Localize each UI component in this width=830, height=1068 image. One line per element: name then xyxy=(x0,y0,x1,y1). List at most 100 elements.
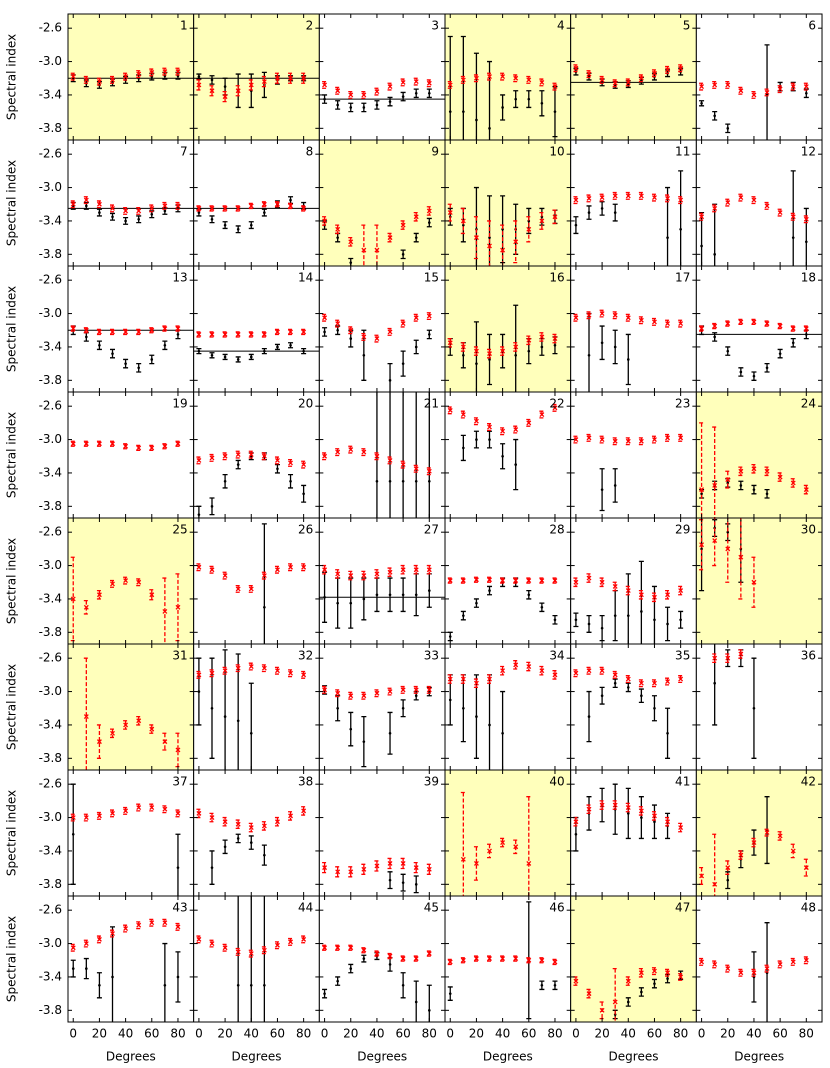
data-point xyxy=(751,92,757,98)
panel-label: 13 xyxy=(172,271,187,285)
data-point xyxy=(111,215,114,219)
data-point xyxy=(640,694,643,698)
data-point xyxy=(513,578,519,584)
data-point xyxy=(276,345,279,349)
data-point xyxy=(288,203,294,209)
plot-area xyxy=(447,304,558,392)
data-point xyxy=(336,601,339,605)
x-tick-label: 80 xyxy=(422,1027,437,1041)
data-point xyxy=(349,337,353,340)
data-point xyxy=(540,101,544,105)
data-point xyxy=(665,195,671,201)
data-point xyxy=(573,197,579,203)
panel: 39 xyxy=(318,769,446,897)
plot-area xyxy=(196,450,307,518)
data-point xyxy=(652,813,657,819)
x-tick-label: 60 xyxy=(772,1027,787,1041)
data-point xyxy=(653,982,656,985)
data-point xyxy=(573,315,579,321)
data-point xyxy=(387,457,393,463)
y-axis-label: Spectral index xyxy=(5,160,19,246)
error-bar xyxy=(738,649,744,659)
data-point xyxy=(400,462,406,468)
data-point xyxy=(162,739,168,745)
data-point xyxy=(96,936,102,942)
data-point xyxy=(149,592,155,598)
data-point xyxy=(552,84,558,90)
data-point xyxy=(625,438,631,444)
data-point xyxy=(777,833,783,839)
panel-label: 45 xyxy=(424,901,439,915)
data-point xyxy=(526,860,532,866)
data-point xyxy=(678,435,684,441)
data-point xyxy=(573,670,579,676)
panel-background xyxy=(319,896,446,1022)
panel-label: 24 xyxy=(801,397,816,411)
data-point xyxy=(460,578,466,584)
data-point xyxy=(462,223,465,227)
data-point xyxy=(665,435,671,441)
error-bar xyxy=(110,728,116,739)
data-point xyxy=(336,979,339,983)
data-point xyxy=(236,358,240,361)
data-point xyxy=(210,217,214,221)
panel: 34 xyxy=(444,643,572,771)
data-point xyxy=(387,569,393,575)
data-point xyxy=(261,823,267,829)
error-bar xyxy=(500,665,506,676)
data-point xyxy=(638,680,644,686)
panel-label: 47 xyxy=(675,901,690,915)
error-bar xyxy=(665,816,671,827)
data-point xyxy=(599,1007,605,1013)
data-point xyxy=(323,595,326,599)
data-point xyxy=(460,412,466,417)
data-point xyxy=(487,956,492,962)
data-point xyxy=(751,319,757,325)
data-point xyxy=(713,681,716,685)
y-tick-label: -3.8 xyxy=(39,373,62,387)
x-tick-label: 0 xyxy=(698,1027,706,1041)
data-point xyxy=(361,92,367,98)
data-point xyxy=(70,945,76,951)
data-point xyxy=(573,978,579,984)
data-point xyxy=(336,103,339,107)
data-point xyxy=(323,97,326,101)
x-tick-label: 60 xyxy=(144,1027,159,1041)
data-point xyxy=(626,686,630,689)
data-point xyxy=(447,407,453,413)
data-point xyxy=(612,438,618,444)
data-point xyxy=(223,85,227,88)
y-axis-label: Spectral index xyxy=(5,412,19,498)
data-point xyxy=(176,333,180,336)
data-point xyxy=(96,79,102,85)
data-point xyxy=(475,438,478,441)
panel-background xyxy=(193,896,320,1022)
error-bar xyxy=(513,342,519,352)
data-point xyxy=(587,622,591,626)
data-point xyxy=(700,101,703,105)
panel: 28 xyxy=(444,517,572,645)
panel-label: 25 xyxy=(172,523,187,537)
y-tick-label: -3.4 xyxy=(39,843,62,857)
data-point xyxy=(70,441,76,447)
panel-background xyxy=(319,392,446,518)
data-point xyxy=(413,466,419,472)
plot-area xyxy=(193,71,320,109)
data-point xyxy=(401,593,405,597)
data-point xyxy=(348,573,354,579)
y-axis-label: Spectral index xyxy=(5,790,19,876)
panel-label: 9 xyxy=(431,145,439,159)
data-point xyxy=(600,626,604,630)
data-point xyxy=(335,321,341,327)
panel: 23 xyxy=(570,391,697,519)
plot-area xyxy=(699,796,809,896)
data-point xyxy=(223,715,227,718)
data-point xyxy=(552,405,558,411)
plot-area xyxy=(196,523,307,644)
panel-background xyxy=(319,770,446,896)
data-point xyxy=(362,353,366,357)
panel-label: 1 xyxy=(180,19,188,33)
data-point xyxy=(612,802,618,808)
panel-label: 44 xyxy=(298,901,313,915)
panel: 42 xyxy=(695,769,823,897)
